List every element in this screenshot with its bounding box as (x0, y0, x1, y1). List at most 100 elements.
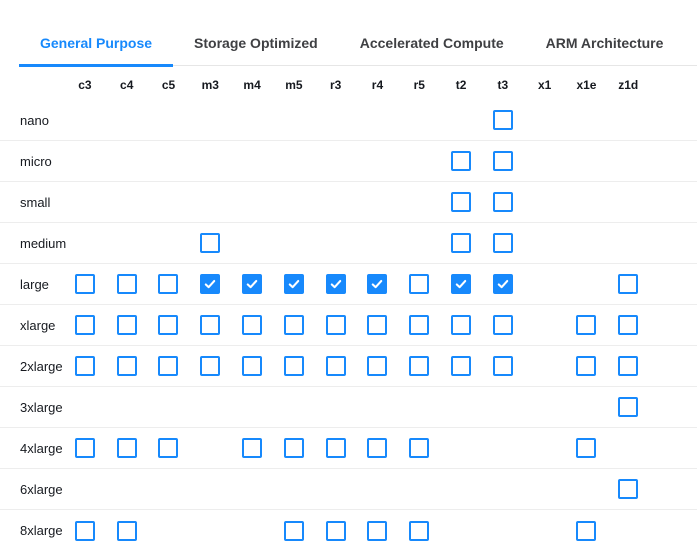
column-header-t3: t3 (497, 78, 509, 92)
checkbox-2xlarge-r4[interactable] (367, 356, 388, 376)
cell-micro-x1e (566, 141, 608, 181)
cell-6xlarge-c3 (64, 469, 106, 509)
column-header-m5: m5 (285, 78, 303, 92)
checkbox-xlarge-t3[interactable] (492, 315, 513, 335)
checkbox-xlarge-z1d[interactable] (618, 315, 639, 335)
checkbox-4xlarge-r4[interactable] (367, 438, 388, 458)
checkbox-8xlarge-r4[interactable] (367, 520, 388, 541)
checkbox-large-z1d[interactable] (618, 274, 639, 294)
checkbox-2xlarge-m4[interactable] (242, 356, 263, 376)
column-header-c5: c5 (161, 78, 176, 92)
cell-micro-t3 (482, 141, 524, 181)
checkbox-6xlarge-z1d[interactable] (618, 479, 639, 499)
checkbox-8xlarge-c3[interactable] (74, 520, 95, 541)
cell-small-t2 (440, 182, 482, 222)
checkbox-8xlarge-r3[interactable] (325, 520, 346, 541)
cell-medium-m3 (189, 223, 231, 263)
instance-size-matrix: c3 c4 c5 m3 m4 m5 r3 r4 r5 t2 t3 x1 x1e z1d nano micro s… (0, 66, 697, 546)
tab-accelerated-compute[interactable]: Accelerated Compute (359, 35, 504, 51)
checkbox-4xlarge-x1e[interactable] (576, 438, 597, 458)
cell-micro-x1 (524, 141, 566, 181)
checkbox-large-r3[interactable] (325, 274, 346, 294)
row-6xlarge: 6xlarge (0, 469, 697, 510)
checkbox-xlarge-c3[interactable] (74, 315, 95, 335)
checkbox-large-c3[interactable] (74, 274, 95, 294)
checkbox-xlarge-c4[interactable] (116, 315, 137, 335)
checkbox-xlarge-t2[interactable] (451, 315, 472, 335)
checkbox-micro-t2[interactable] (451, 151, 472, 171)
checkbox-8xlarge-x1e[interactable] (576, 520, 597, 541)
checkbox-large-t3[interactable] (492, 274, 513, 294)
checkbox-xlarge-r4[interactable] (367, 315, 388, 335)
checkbox-8xlarge-c4[interactable] (116, 520, 137, 541)
row-3xlarge: 3xlarge (0, 387, 697, 428)
cell-3xlarge-r4 (357, 387, 399, 427)
checkbox-4xlarge-c3[interactable] (74, 438, 95, 458)
checkbox-large-m4[interactable] (242, 274, 263, 294)
checkbox-medium-t2[interactable] (451, 233, 472, 253)
cell-3xlarge-c4 (106, 387, 148, 427)
checkbox-large-r4[interactable] (367, 274, 388, 294)
checkbox-4xlarge-c4[interactable] (116, 438, 137, 458)
checkbox-2xlarge-c4[interactable] (116, 356, 137, 376)
tab-arm-architecture[interactable]: ARM Architecture (545, 35, 664, 51)
checkbox-4xlarge-c5[interactable] (158, 438, 179, 458)
checkbox-large-t2[interactable] (451, 274, 472, 294)
checkbox-medium-t3[interactable] (492, 233, 513, 253)
checkbox-2xlarge-x1e[interactable] (576, 356, 597, 376)
checkbox-large-c4[interactable] (116, 274, 137, 294)
checkmark-icon (246, 279, 258, 289)
checkbox-2xlarge-r3[interactable] (325, 356, 346, 376)
cell-2xlarge-x1 (524, 346, 566, 386)
tab-general-purpose[interactable]: General Purpose (19, 25, 174, 67)
checkbox-nano-t3[interactable] (492, 110, 513, 130)
checkbox-xlarge-r3[interactable] (325, 315, 346, 335)
checkbox-4xlarge-m5[interactable] (283, 438, 304, 458)
cell-nano-c3 (64, 100, 106, 140)
checkbox-2xlarge-c5[interactable] (158, 356, 179, 376)
checkbox-micro-t3[interactable] (492, 151, 513, 171)
checkbox-2xlarge-m5[interactable] (283, 356, 304, 376)
cell-large-t3 (482, 264, 524, 304)
tab-storage-optimized[interactable]: Storage Optimized (194, 35, 318, 51)
checkbox-8xlarge-r5[interactable] (409, 520, 430, 541)
checkbox-2xlarge-c3[interactable] (74, 356, 95, 376)
cell-nano-z1d (607, 100, 649, 140)
checkbox-small-t3[interactable] (492, 192, 513, 212)
column-header-m4: m4 (243, 78, 261, 92)
checkbox-xlarge-r5[interactable] (409, 315, 430, 335)
cell-2xlarge-t2 (440, 346, 482, 386)
checkbox-2xlarge-r5[interactable] (409, 356, 430, 376)
checkbox-4xlarge-r5[interactable] (409, 438, 430, 458)
checkbox-4xlarge-r3[interactable] (325, 438, 346, 458)
checkbox-large-m5[interactable] (283, 274, 304, 294)
checkbox-2xlarge-t3[interactable] (492, 356, 513, 376)
cell-large-r3 (315, 264, 357, 304)
checkbox-large-c5[interactable] (158, 274, 179, 294)
row-label-2xlarge: 2xlarge (20, 358, 63, 374)
cell-xlarge-m3 (189, 305, 231, 345)
cell-2xlarge-r5 (398, 346, 440, 386)
column-header-r3: r3 (330, 78, 342, 92)
cell-8xlarge-m4 (231, 510, 273, 546)
checkbox-xlarge-m4[interactable] (242, 315, 263, 335)
checkbox-xlarge-m5[interactable] (283, 315, 304, 335)
checkbox-xlarge-x1e[interactable] (576, 315, 597, 335)
checkbox-2xlarge-m3[interactable] (200, 356, 221, 376)
checkbox-large-r5[interactable] (409, 274, 430, 294)
checkbox-large-m3[interactable] (200, 274, 221, 294)
checkbox-xlarge-c5[interactable] (158, 315, 179, 335)
cell-2xlarge-c5 (148, 346, 190, 386)
cell-xlarge-r5 (398, 305, 440, 345)
cell-large-m4 (231, 264, 273, 304)
checkbox-medium-m3[interactable] (200, 233, 221, 253)
checkbox-2xlarge-z1d[interactable] (618, 356, 639, 376)
cell-3xlarge-r3 (315, 387, 357, 427)
checkbox-xlarge-m3[interactable] (200, 315, 221, 335)
checkbox-2xlarge-t2[interactable] (451, 356, 472, 376)
checkbox-4xlarge-m4[interactable] (242, 438, 263, 458)
row-label-xlarge: xlarge (20, 317, 56, 333)
checkbox-3xlarge-z1d[interactable] (618, 397, 639, 417)
checkbox-8xlarge-m5[interactable] (283, 520, 304, 541)
checkbox-small-t2[interactable] (451, 192, 472, 212)
